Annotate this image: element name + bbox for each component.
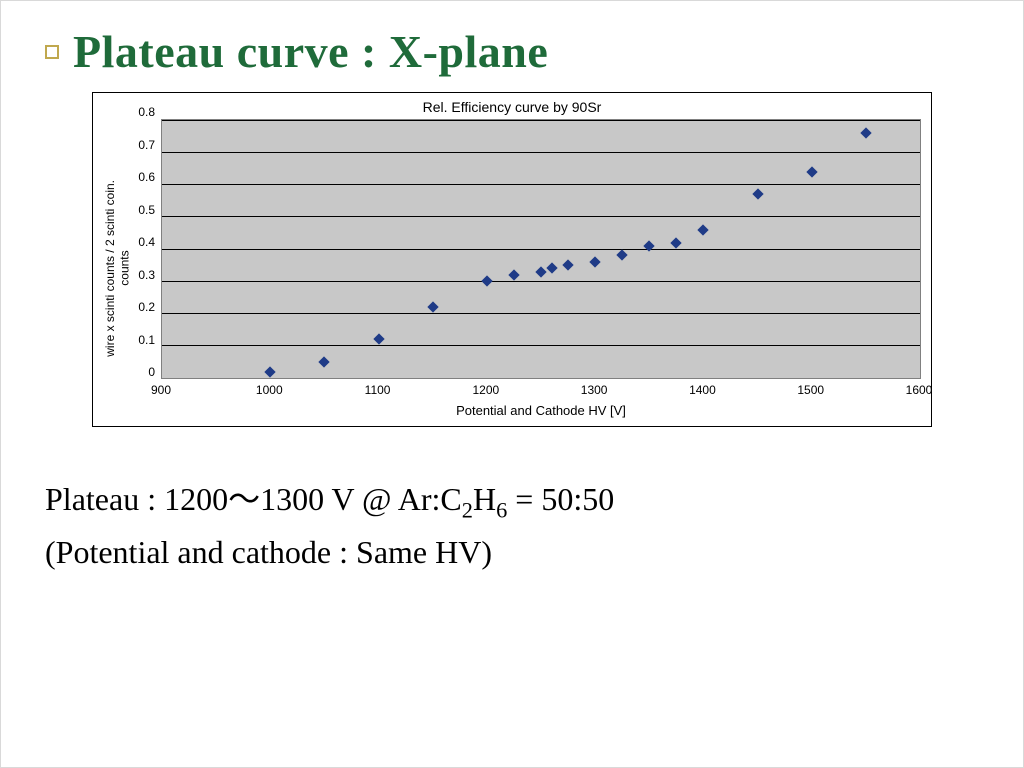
- plot-column: 0.80.70.60.50.40.30.20.10 900 1000 1100 120…: [127, 119, 921, 418]
- data-point: [860, 127, 871, 138]
- gridline: [162, 281, 920, 282]
- gridline: [162, 184, 920, 185]
- x-tick-label: 1400: [689, 383, 716, 397]
- data-point: [671, 237, 682, 248]
- data-point: [617, 250, 628, 261]
- x-tick-label: 1000: [256, 383, 283, 397]
- y-axis-label: wire x scinti counts / 2 scinti coin. co…: [103, 180, 132, 357]
- gridline: [162, 249, 920, 250]
- data-point: [373, 334, 384, 345]
- y-ticks: 0.80.70.60.50.40.30.20.10: [127, 119, 161, 379]
- data-point: [508, 269, 519, 280]
- x-tick-label: 1500: [797, 383, 824, 397]
- data-point: [562, 259, 573, 270]
- data-point: [481, 276, 492, 287]
- chart-title: Rel. Efficiency curve by 90Sr: [103, 99, 921, 115]
- x-tick-label: 1100: [365, 383, 391, 397]
- bullet-icon: [45, 45, 59, 59]
- gridline: [162, 120, 920, 121]
- data-point: [644, 240, 655, 251]
- x-tick-label: 900: [151, 383, 171, 397]
- data-point: [319, 356, 330, 367]
- plot-row: 0.80.70.60.50.40.30.20.10: [127, 119, 921, 379]
- gridline: [162, 152, 920, 153]
- gridline: [162, 313, 920, 314]
- page-title: Plateau curve : X-plane: [73, 25, 548, 78]
- data-point: [752, 189, 763, 200]
- data-point: [806, 166, 817, 177]
- x-tick-label: 1300: [581, 383, 608, 397]
- y-axis-label-wrap: wire x scinti counts / 2 scinti coin. co…: [103, 119, 127, 418]
- data-point: [546, 263, 557, 274]
- data-point: [698, 224, 709, 235]
- gridline: [162, 345, 920, 346]
- data-point: [589, 256, 600, 267]
- chart-container: Rel. Efficiency curve by 90Sr wire x sci…: [92, 92, 932, 427]
- data-point: [427, 301, 438, 312]
- chart-body: wire x scinti counts / 2 scinti coin. co…: [103, 119, 921, 418]
- gridline: [162, 216, 920, 217]
- x-tick-label: 1200: [472, 383, 499, 397]
- caption-line-2: (Potential and cathode : Same HV): [45, 528, 979, 578]
- title-row: Plateau curve : X-plane: [45, 25, 979, 78]
- caption: Plateau : 1200～1300 V @ Ar:C2H6 = 50:50 …: [45, 475, 979, 578]
- caption-line-1: Plateau : 1200～1300 V @ Ar:C2H6 = 50:50: [45, 475, 979, 528]
- slide: Plateau curve : X-plane Rel. Efficiency …: [0, 0, 1024, 768]
- x-tick-label: 1600: [906, 383, 933, 397]
- plot-area: [161, 119, 921, 379]
- x-axis-label: Potential and Cathode HV [V]: [161, 403, 921, 418]
- x-ticks: 9001000110012001300140015001600: [161, 383, 921, 399]
- data-point: [265, 366, 276, 377]
